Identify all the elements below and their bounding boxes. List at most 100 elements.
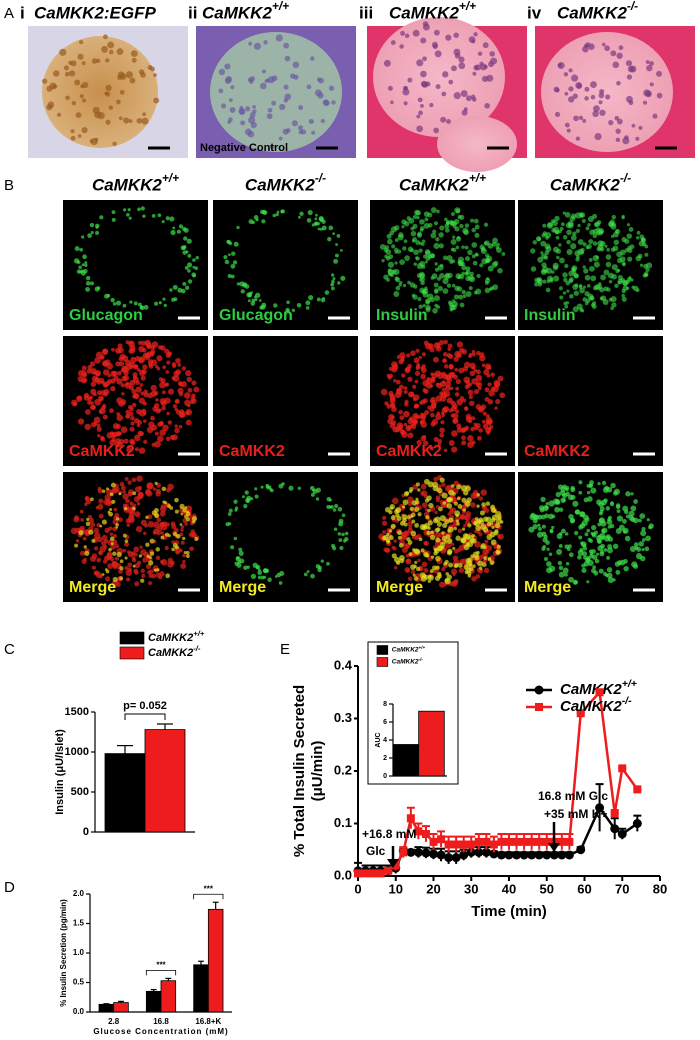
texture-dot: [118, 492, 122, 496]
texture-dot: [340, 275, 346, 281]
stain-label: Glucagon: [69, 307, 143, 324]
texture-dot: [483, 545, 487, 550]
texture-dot: [391, 497, 399, 505]
texture-dot: [471, 378, 478, 385]
texture-dot: [438, 243, 444, 249]
texture-dot: [562, 493, 568, 498]
texture-dot: [105, 119, 111, 125]
texture-dot: [407, 521, 413, 527]
texture-dot: [394, 238, 399, 242]
texture-dot: [96, 557, 102, 563]
texture-dot: [394, 391, 402, 399]
texture-dot: [326, 496, 332, 502]
texture-dot: [165, 216, 170, 221]
texture-dot: [95, 226, 99, 229]
texture-dot: [236, 562, 242, 568]
texture-dot: [575, 228, 580, 233]
texture-dot: [105, 91, 111, 97]
texture-dot: [330, 505, 334, 509]
texture-dot: [445, 542, 452, 549]
texture-dot: [419, 103, 424, 108]
texture-dot: [169, 288, 173, 292]
texture-dot: [645, 60, 650, 64]
texture-dot: [420, 373, 426, 380]
texture-dot: [70, 60, 77, 67]
texture-dot: [126, 577, 131, 582]
texture-dot: [265, 78, 271, 83]
texture-dot: [255, 218, 259, 222]
texture-dot: [379, 244, 386, 250]
texture-dot: [566, 289, 570, 293]
texture-dot: [423, 340, 429, 346]
point: [376, 869, 385, 878]
texture-dot: [390, 403, 396, 409]
texture-dot: [180, 288, 186, 294]
texture-dot: [616, 52, 623, 59]
texture-dot: [476, 435, 482, 441]
texture-dot: [622, 527, 629, 534]
texture-dot: [424, 498, 430, 503]
texture-dot: [410, 512, 416, 518]
texture-dot: [497, 375, 504, 382]
texture-dot: [79, 509, 84, 514]
texture-dot: [559, 295, 564, 300]
texture-dot: [176, 533, 181, 539]
texture-dot: [130, 510, 136, 515]
texture-dot: [124, 506, 128, 511]
texture-dot: [397, 530, 402, 536]
texture-dot: [434, 510, 438, 515]
texture-dot: [465, 557, 472, 564]
texture-dot: [599, 109, 606, 116]
texture-dot: [128, 514, 135, 522]
bar: [98, 1003, 115, 1013]
texture-dot: [423, 540, 430, 546]
texture-dot: [111, 499, 116, 504]
texture-dot: [486, 365, 492, 371]
texture-dot: [412, 29, 420, 37]
texture-dot: [483, 369, 490, 376]
texture-dot: [129, 77, 136, 84]
texture-dot: [170, 521, 176, 527]
texture-dot: [421, 352, 426, 357]
texture-dot: [228, 522, 232, 526]
texture-dot: [625, 279, 630, 285]
texture-dot: [390, 523, 396, 529]
texture-dot: [461, 527, 466, 531]
texture-dot: [568, 86, 574, 92]
texture-dot: [475, 288, 482, 295]
x-tick-label: 40: [502, 881, 516, 896]
y-tick-label: 0.5: [73, 978, 85, 987]
texture-dot: [144, 352, 151, 359]
texture-dot: [96, 380, 101, 385]
texture-dot: [420, 280, 425, 286]
texture-dot: [566, 239, 571, 245]
texture-dot: [240, 120, 246, 126]
texture-dot: [457, 504, 463, 509]
texture-dot: [441, 91, 447, 97]
texture-dot: [245, 106, 251, 112]
legend-swatch: [119, 631, 145, 645]
texture-dot: [179, 523, 183, 526]
texture-dot: [482, 526, 489, 533]
texture-dot: [568, 514, 574, 520]
texture-dot: [480, 246, 486, 252]
texture-dot: [536, 531, 544, 538]
texture-dot: [47, 101, 55, 109]
texture-dot: [474, 224, 480, 230]
bar: [145, 990, 162, 1013]
point: [565, 837, 574, 846]
texture-dot: [403, 101, 408, 106]
texture-dot: [580, 309, 585, 313]
texture-dot: [398, 409, 403, 415]
texture-dot: [91, 404, 96, 410]
texture-dot: [146, 490, 153, 497]
texture-dot: [95, 58, 101, 64]
texture-dot: [474, 541, 481, 548]
texture-dot: [427, 574, 432, 579]
texture-dot: [432, 565, 437, 571]
texture-dot: [644, 244, 649, 249]
panel-letter: C: [4, 641, 15, 658]
texture-dot: [615, 228, 621, 235]
texture-dot: [178, 381, 184, 387]
texture-dot: [391, 366, 398, 373]
